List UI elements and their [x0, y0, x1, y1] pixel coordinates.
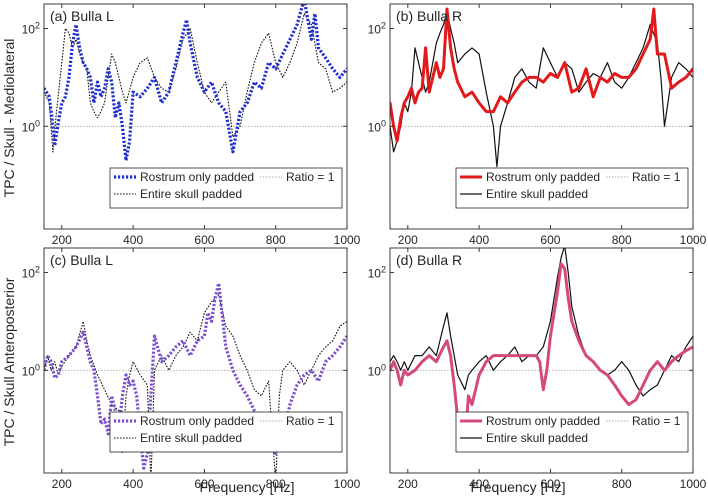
xlabel-left: Frequency [Hz]	[200, 479, 295, 495]
x-tick-label-d-800: 800	[612, 477, 632, 491]
y-tick-label-c-2: 102	[22, 264, 40, 280]
legend-label-c-0: Rostrum only padded	[140, 414, 254, 428]
panel-b-bulla-r: 200 400 600 800 1000 102 100 (b) Bulla R Rostrum…	[368, 3, 707, 247]
series-rostrum-only-padded-line-d	[390, 262, 693, 447]
legend-label-b-0: Rostrum only padded	[486, 170, 600, 184]
y-tick-label-b-0: 100	[368, 118, 386, 134]
legend-box-d	[455, 411, 689, 453]
y-tick-label-a-2: 102	[22, 20, 40, 36]
legend-label-d-0: Rostrum only padded	[486, 414, 600, 428]
y-tick-label-d-0: 100	[368, 362, 386, 378]
y-tick-label-a-0: 100	[22, 118, 40, 134]
legend-box-a	[109, 167, 343, 209]
x-tick-label-a-1000: 1000	[334, 233, 361, 247]
x-tick-label-b-600: 600	[540, 233, 560, 247]
legend-box-b	[455, 167, 689, 209]
axes-frame-d	[389, 247, 694, 474]
axes-frame-a	[43, 3, 348, 230]
y-tick-label-b-2: 102	[368, 20, 386, 36]
legend-box-c	[109, 411, 343, 453]
x-tick-label-d-600: 600	[540, 477, 560, 491]
x-tick-label-c-800: 800	[266, 477, 286, 491]
ylabel-anteroposterior: TPC / Skull Anteroposterior	[1, 277, 17, 446]
panel-d-bulla-r: 200 400 600 800 1000 102 100 (d) Bulla R Rostrum…	[368, 247, 707, 491]
legend-label-a-1: Ratio = 1	[286, 170, 335, 184]
x-tick-label-c-600: 600	[194, 477, 214, 491]
legend-a: Rostrum only padded Ratio = 1 Entire skull…	[109, 167, 343, 209]
y-tick-label-d-2: 102	[368, 264, 386, 280]
ylabel-mediolateral: TPC / Skull - Mediolateral	[1, 39, 17, 198]
x-tick-label-a-200: 200	[52, 233, 72, 247]
x-tick-label-b-800: 800	[612, 233, 632, 247]
x-tick-label-d-1000: 1000	[680, 477, 707, 491]
series-entire-skull-padded-line-c	[44, 294, 347, 473]
axes-frame-b	[389, 3, 694, 230]
panel-title-a: (a) Bulla L	[50, 8, 114, 24]
axes-frame-c	[43, 247, 348, 474]
x-tick-label-b-200: 200	[398, 233, 418, 247]
legend-label-b-2: Entire skull padded	[486, 187, 588, 201]
x-tick-label-c-1000: 1000	[334, 477, 361, 491]
x-tick-label-b-400: 400	[469, 233, 489, 247]
x-tick-label-c-400: 400	[123, 477, 143, 491]
x-tick-label-d-400: 400	[469, 477, 489, 491]
x-tick-label-b-1000: 1000	[680, 233, 707, 247]
panel-title-d: (d) Bulla R	[396, 252, 462, 268]
legend-label-c-2: Entire skull padded	[140, 431, 242, 445]
x-tick-label-d-200: 200	[398, 477, 418, 491]
legend-c: Rostrum only padded Ratio = 1 Entire skull…	[109, 411, 343, 453]
legend-b: Rostrum only padded Ratio = 1 Entire skull…	[455, 167, 689, 209]
legend-d: Rostrum only padded Ratio = 1 Entire skull…	[455, 411, 689, 453]
x-tick-label-c-200: 200	[52, 477, 72, 491]
legend-label-d-2: Entire skull padded	[486, 431, 588, 445]
xlabel-right: Frequency [Hz]	[471, 479, 566, 495]
legend-label-c-1: Ratio = 1	[286, 414, 335, 428]
x-tick-label-a-800: 800	[266, 233, 286, 247]
series-rostrum-only-padded-line-b	[390, 7, 693, 143]
panel-c-bulla-l: 200 400 600 800 1000 102 100 (c) Bulla L Rostrum…	[22, 247, 361, 491]
x-tick-label-a-600: 600	[194, 233, 214, 247]
panel-a-bulla-l: 200 400 600 800 1000 102 100 (a) Bulla L Rostrum…	[22, 3, 361, 247]
legend-label-d-1: Ratio = 1	[632, 414, 681, 428]
x-tick-label-a-400: 400	[123, 233, 143, 247]
panel-title-c: (c) Bulla L	[50, 252, 113, 268]
y-tick-label-c-0: 100	[22, 362, 40, 378]
legend-label-b-1: Ratio = 1	[632, 170, 681, 184]
legend-label-a-2: Entire skull padded	[140, 187, 242, 201]
panel-title-b: (b) Bulla R	[396, 8, 462, 24]
legend-label-a-0: Rostrum only padded	[140, 170, 254, 184]
